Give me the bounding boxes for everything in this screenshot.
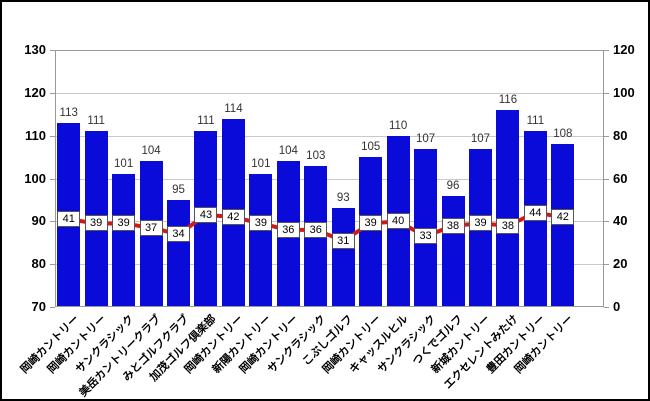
bar-value-label: 116 [498,93,518,106]
right-axis-tick-label: 0 [613,299,621,314]
left-axis-tick [50,307,55,308]
bar-value-label: 111 [526,115,545,128]
left-axis-tick [50,264,55,265]
line-point-label: 38 [441,217,465,234]
line-point-label: 43 [194,206,218,223]
right-axis-tick-label: 80 [613,128,628,143]
line-point-label: 39 [359,215,383,232]
bar-value-label: 104 [141,145,161,158]
line-point-label: 33 [414,228,438,245]
right-axis-tick [604,179,609,180]
right-axis-tick [604,221,609,222]
right-axis-tick [604,136,609,137]
line-point-label: 37 [139,219,163,236]
gridline [56,221,603,222]
right-axis-tick-label: 20 [613,256,628,271]
bar-value-label: 101 [251,158,271,171]
line-point-label: 39 [84,215,108,232]
line-point-label: 31 [331,232,355,249]
left-axis-tick-label: 110 [25,128,46,143]
bar [496,109,520,306]
left-axis-tick-label: 90 [31,213,46,228]
line-point-label: 36 [276,221,300,238]
left-axis-tick [50,50,55,51]
bar-value-label: 96 [446,179,460,192]
bar-value-label: 110 [388,119,408,132]
left-axis-tick [50,93,55,94]
left-axis-tick-label: 80 [31,256,46,271]
bar-value-label: 103 [306,149,326,162]
bar-value-label: 111 [87,115,105,128]
right-axis-tick-label: 100 [613,85,635,100]
bar [441,195,465,306]
left-axis-tick [50,179,55,180]
left-axis-tick-label: 130 [24,42,46,57]
line-point-label: 39 [112,215,136,232]
bar-value-label: 108 [553,128,573,141]
right-axis-tick [604,50,609,51]
left-axis-tick-label: 100 [24,171,46,186]
bar [249,174,273,306]
line-point-label: 36 [304,221,328,238]
bar-value-label: 113 [59,106,78,119]
gridline [56,93,603,94]
bar [414,148,438,306]
gridline [56,136,603,137]
left-axis-tick [50,136,55,137]
right-axis-tick [604,307,609,308]
right-axis-tick-label: 60 [613,171,628,186]
left-axis-tick [50,221,55,222]
right-axis-tick-label: 120 [613,42,635,57]
line-point-label: 41 [57,211,81,228]
bar-value-label: 101 [114,158,134,171]
bar-value-label: 114 [224,102,243,115]
bar-value-label: 107 [470,132,491,145]
left-axis-tick-label: 70 [31,299,46,314]
bar-value-label: 93 [336,192,350,205]
gridline [56,179,603,180]
right-axis-tick [604,93,609,94]
line-point-label: 39 [468,215,492,232]
bar [167,199,191,306]
bar-value-label: 105 [361,141,381,154]
left-axis-tick-label: 120 [24,85,46,100]
line-point-label: 42 [551,209,575,226]
bar-value-label: 104 [278,145,298,158]
line-point-label: 39 [249,215,273,232]
bar-value-label: 95 [172,183,185,196]
bar [551,144,575,306]
line-point-label: 44 [523,204,547,221]
line-point-label: 38 [496,217,520,234]
bar [112,174,136,306]
line-point-label: 42 [221,209,245,226]
bar [359,157,383,306]
bar-value-label: 111 [197,115,215,128]
bar [331,208,355,306]
line-point-label: 34 [167,226,191,243]
right-axis-tick [604,264,609,265]
bar-value-label: 107 [415,132,436,145]
right-axis-tick-label: 40 [613,213,628,228]
line-point-label: 40 [386,213,410,230]
gridline [56,264,603,265]
